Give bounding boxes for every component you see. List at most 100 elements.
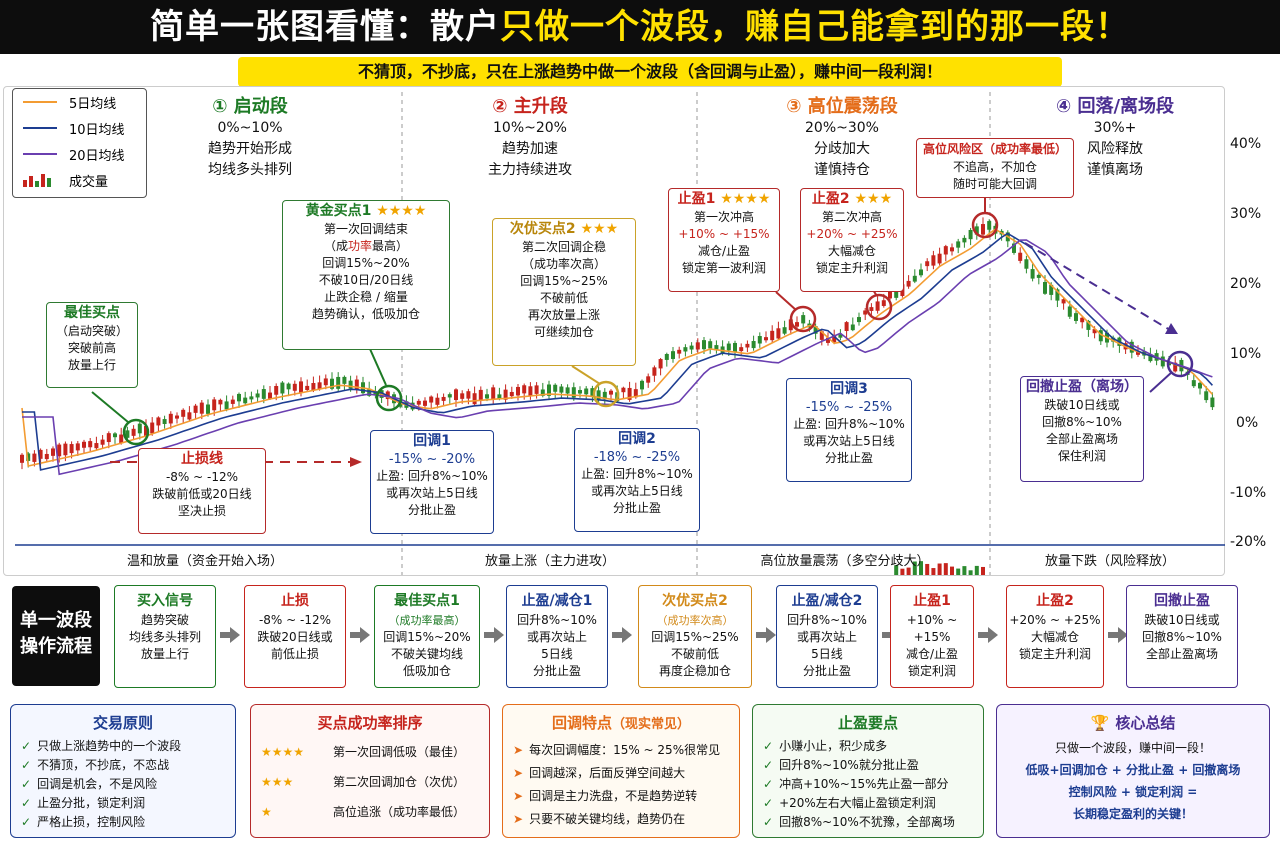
pullback2-callout: 回调2 -18% ~ -25% 止盈: 回升8%~10% 或再次站上5日线 分批… (574, 428, 700, 532)
page-title: 简单一张图看懂：散户只做一个波段，赚自己能拿到的那一段！ (0, 0, 1280, 54)
subtitle-banner: 不猜顶，不抄底，只在上涨趋势中做一个波段（含回调与止盈），赚中间一段利润！ (238, 57, 1062, 87)
flow-step-line: -8% ~ -12% (258, 613, 332, 627)
risk-zone-callout: 高位风险区（成功率最低） 不追高，不加仓 随时可能大回调 (916, 138, 1074, 198)
flow-step-title: 买入信号 (137, 593, 193, 609)
flow-step: 止盈/减仓2 回升8%~10% 或再次站上 5日线 分批止盈 (776, 585, 878, 688)
chart-legend: 5日均线 10日均线 20日均线 成交量 (12, 88, 147, 198)
flow-step-line: +10% ~ +15% (906, 613, 958, 644)
volume-band-4: 放量下跌（风险释放） (1044, 554, 1175, 569)
flow-arrow-icon (220, 627, 240, 643)
flow-step-line: 低吸加仓 (402, 664, 451, 678)
stage-2: ② 主升段 10%~20% 趋势加速 主力持续进攻 (488, 96, 572, 178)
star-icon: ★★★★ (261, 745, 305, 759)
flow-step-line: 5日线 (811, 647, 843, 661)
flow-step: 止盈1 +10% ~ +15% 减仓/止盈锁定利润 (890, 585, 974, 688)
star-icon: ★★★★ (720, 191, 771, 207)
y-tick: -10% (1230, 485, 1267, 501)
list-item: ✓ 只做上涨趋势中的一个波段 (21, 739, 182, 753)
stop-loss-callout: 止损线 -8% ~ -12% 跌破前低或20日线 坚决止损 (138, 448, 266, 534)
flow-step: 止盈/减仓1 回升8%~10% 或再次站上 5日线 分批止盈 (506, 585, 608, 688)
list-item: ➤ 回调越深，后面反弹空间越大 (513, 766, 686, 780)
list-item: ★★★★ 第一次回调低吸（最佳） (261, 737, 479, 767)
flow-step-line: 减仓/止盈 (905, 647, 959, 661)
volume-bars-icon (23, 173, 57, 187)
flow-step-line: （成功率次高） (656, 614, 734, 627)
legend-volume: 成交量 (13, 167, 146, 193)
bullet-icon: ➤ (513, 789, 524, 803)
list-item: ✓ 回撤8%~10%不犹豫，全部离场 (763, 815, 955, 829)
y-tick: 0% (1236, 415, 1259, 431)
flow-step-line: 再度企稳加仓 (658, 664, 731, 678)
chart-frame (3, 86, 1225, 576)
volume-band-2: 放量上涨（主力进攻） (484, 554, 615, 569)
flow-step-line: 不破前低 (670, 647, 719, 661)
pullback-panel: 回调特点（现实常见） ➤ 每次回调幅度：15% ~ 25%很常见 ➤ 回调越深，后面… (502, 704, 740, 838)
star-icon: ★★★ (580, 221, 619, 237)
check-icon: ✓ (21, 777, 32, 791)
list-item: ➤ 每次回调幅度：15% ~ 25%很常见 (513, 743, 721, 757)
bullet-icon: ➤ (513, 766, 524, 780)
flow-step-line: 或再次站上 (796, 630, 857, 644)
flow-step-line: 全部止盈离场 (1145, 647, 1218, 661)
flow-step: 止盈2 +20% ~ +25% 大幅减仓 锁定主升利润 (1006, 585, 1104, 688)
list-item: ★ 高位追涨（成功率最低） (261, 797, 479, 827)
flow-step-line: 5日线 (541, 647, 573, 661)
flow-arrow-icon (484, 627, 504, 643)
flow-step: 买入信号 趋势突破 均线多头排列 放量上行 (114, 585, 216, 688)
flow-step: 回撤止盈 跌破10日线或 回撤8%~10% 全部止盈离场 (1126, 585, 1238, 688)
flow-step-title: 止盈1 (913, 593, 951, 609)
flow-step-title: 次优买点2 (662, 593, 728, 609)
list-item: ✓ 严格止损，控制风险 (21, 815, 146, 829)
y-tick: 30% (1230, 206, 1262, 222)
exit-callout: 回撤止盈（离场） 跌破10日线或 回撤8%~10% 全部止盈离场 保住利润 (1020, 376, 1144, 482)
bullet-icon: ➤ (513, 743, 524, 757)
ranking-panel: 买点成功率排序 ★★★★ 第一次回调低吸（最佳） ★★★ 第二次回调加仓（次优） ★… (250, 704, 490, 838)
flow-step: 最佳买点1 （成功率最高） 回调15%~20% 不破关键均线 低吸加仓 (374, 585, 480, 688)
flow-step-line: 跌破10日线或 (1144, 613, 1220, 627)
flow-step-line: 大幅减仓 (1030, 630, 1079, 644)
stage-3: ③ 高位震荡段 20%~30% 分歧加大 谨慎持仓 (786, 96, 898, 178)
flow-step-line: 回调15%~25% (651, 630, 739, 644)
check-icon: ✓ (763, 777, 774, 791)
flow-step-title: 回撤止盈 (1154, 593, 1210, 609)
second-buy-callout: 次优买点2 ★★★ 第二次回调企稳 （成功率次高） 回调15%~25% 不破前低… (492, 218, 636, 366)
list-item: ✓ 冲高+10%~15%先止盈一部分 (763, 777, 949, 791)
flow-step: 次优买点2 （成功率次高） 回调15%~25% 不破前低再度企稳加仓 (638, 585, 752, 688)
list-item: ➤ 回调是主力洗盘，不是趋势逆转 (513, 789, 698, 803)
flow-arrow-icon (756, 627, 776, 643)
flow-step-line: 锁定利润 (907, 664, 956, 678)
flow-step-line: （成功率最高） (388, 614, 466, 627)
trophy-icon: 🏆 (1090, 714, 1110, 732)
flow-step-line: +20% ~ +25% (1009, 613, 1101, 627)
title-white: 简单一张图看懂：散户 (150, 7, 500, 47)
flow-step-line: 或再次站上 (526, 630, 587, 644)
ma20-swatch (23, 153, 57, 155)
list-item: ★★★ 第二次回调加仓（次优） (261, 767, 479, 797)
star-icon: ★★★ (854, 191, 893, 207)
flow-arrow-icon (612, 627, 632, 643)
flow-arrow-icon (978, 627, 998, 643)
list-item: ✓ 回调是机会，不是风险 (21, 777, 158, 791)
list-item: ✓ 止盈分批，锁定利润 (21, 796, 146, 810)
title-yellow: 只做一个波段，赚自己能拿到的那一段！ (500, 7, 1130, 47)
flow-step-line: 回升8%~10% (517, 613, 597, 627)
flow-step-line: 跌破20日线或 (257, 630, 333, 644)
list-item: ✓ 回升8%~10%就分批止盈 (763, 758, 919, 772)
flow-step-line: 均线多头排列 (128, 630, 201, 644)
flow-step-line: 趋势突破 (140, 613, 189, 627)
legend-ma20: 20日均线 (13, 141, 146, 167)
flow-arrow-icon (1108, 627, 1128, 643)
volume-band-3: 高位放量震荡（多空分歧大） (760, 554, 930, 569)
check-icon: ✓ (21, 796, 32, 810)
check-icon: ✓ (763, 796, 774, 810)
summary-panel: 🏆 核心总结 只做一个波段，赚中间一段！ 低吸+回调加仓 + 分批止盈 + 回撤离… (996, 704, 1270, 838)
pullback1-callout: 回调1 -15% ~ -20% 止盈: 回升8%~10% 或再次站上5日线 分批… (370, 430, 494, 534)
star-icon: ★★★ (261, 775, 294, 789)
take-profit-panel: 止盈要点 ✓ 小赚小止，积少成多 ✓ 回升8%~10%就分批止盈 ✓ 冲高+10%~1… (752, 704, 984, 838)
y-tick: 10% (1230, 346, 1262, 362)
flow-arrow-icon (350, 627, 370, 643)
flow-step-title: 最佳买点1 (394, 593, 460, 609)
tp2-callout: 止盈2 ★★★ 第二次冲高 +20% ~ +25% 大幅减仓 锁定主升利润 (800, 188, 904, 292)
check-icon: ✓ (21, 739, 32, 753)
